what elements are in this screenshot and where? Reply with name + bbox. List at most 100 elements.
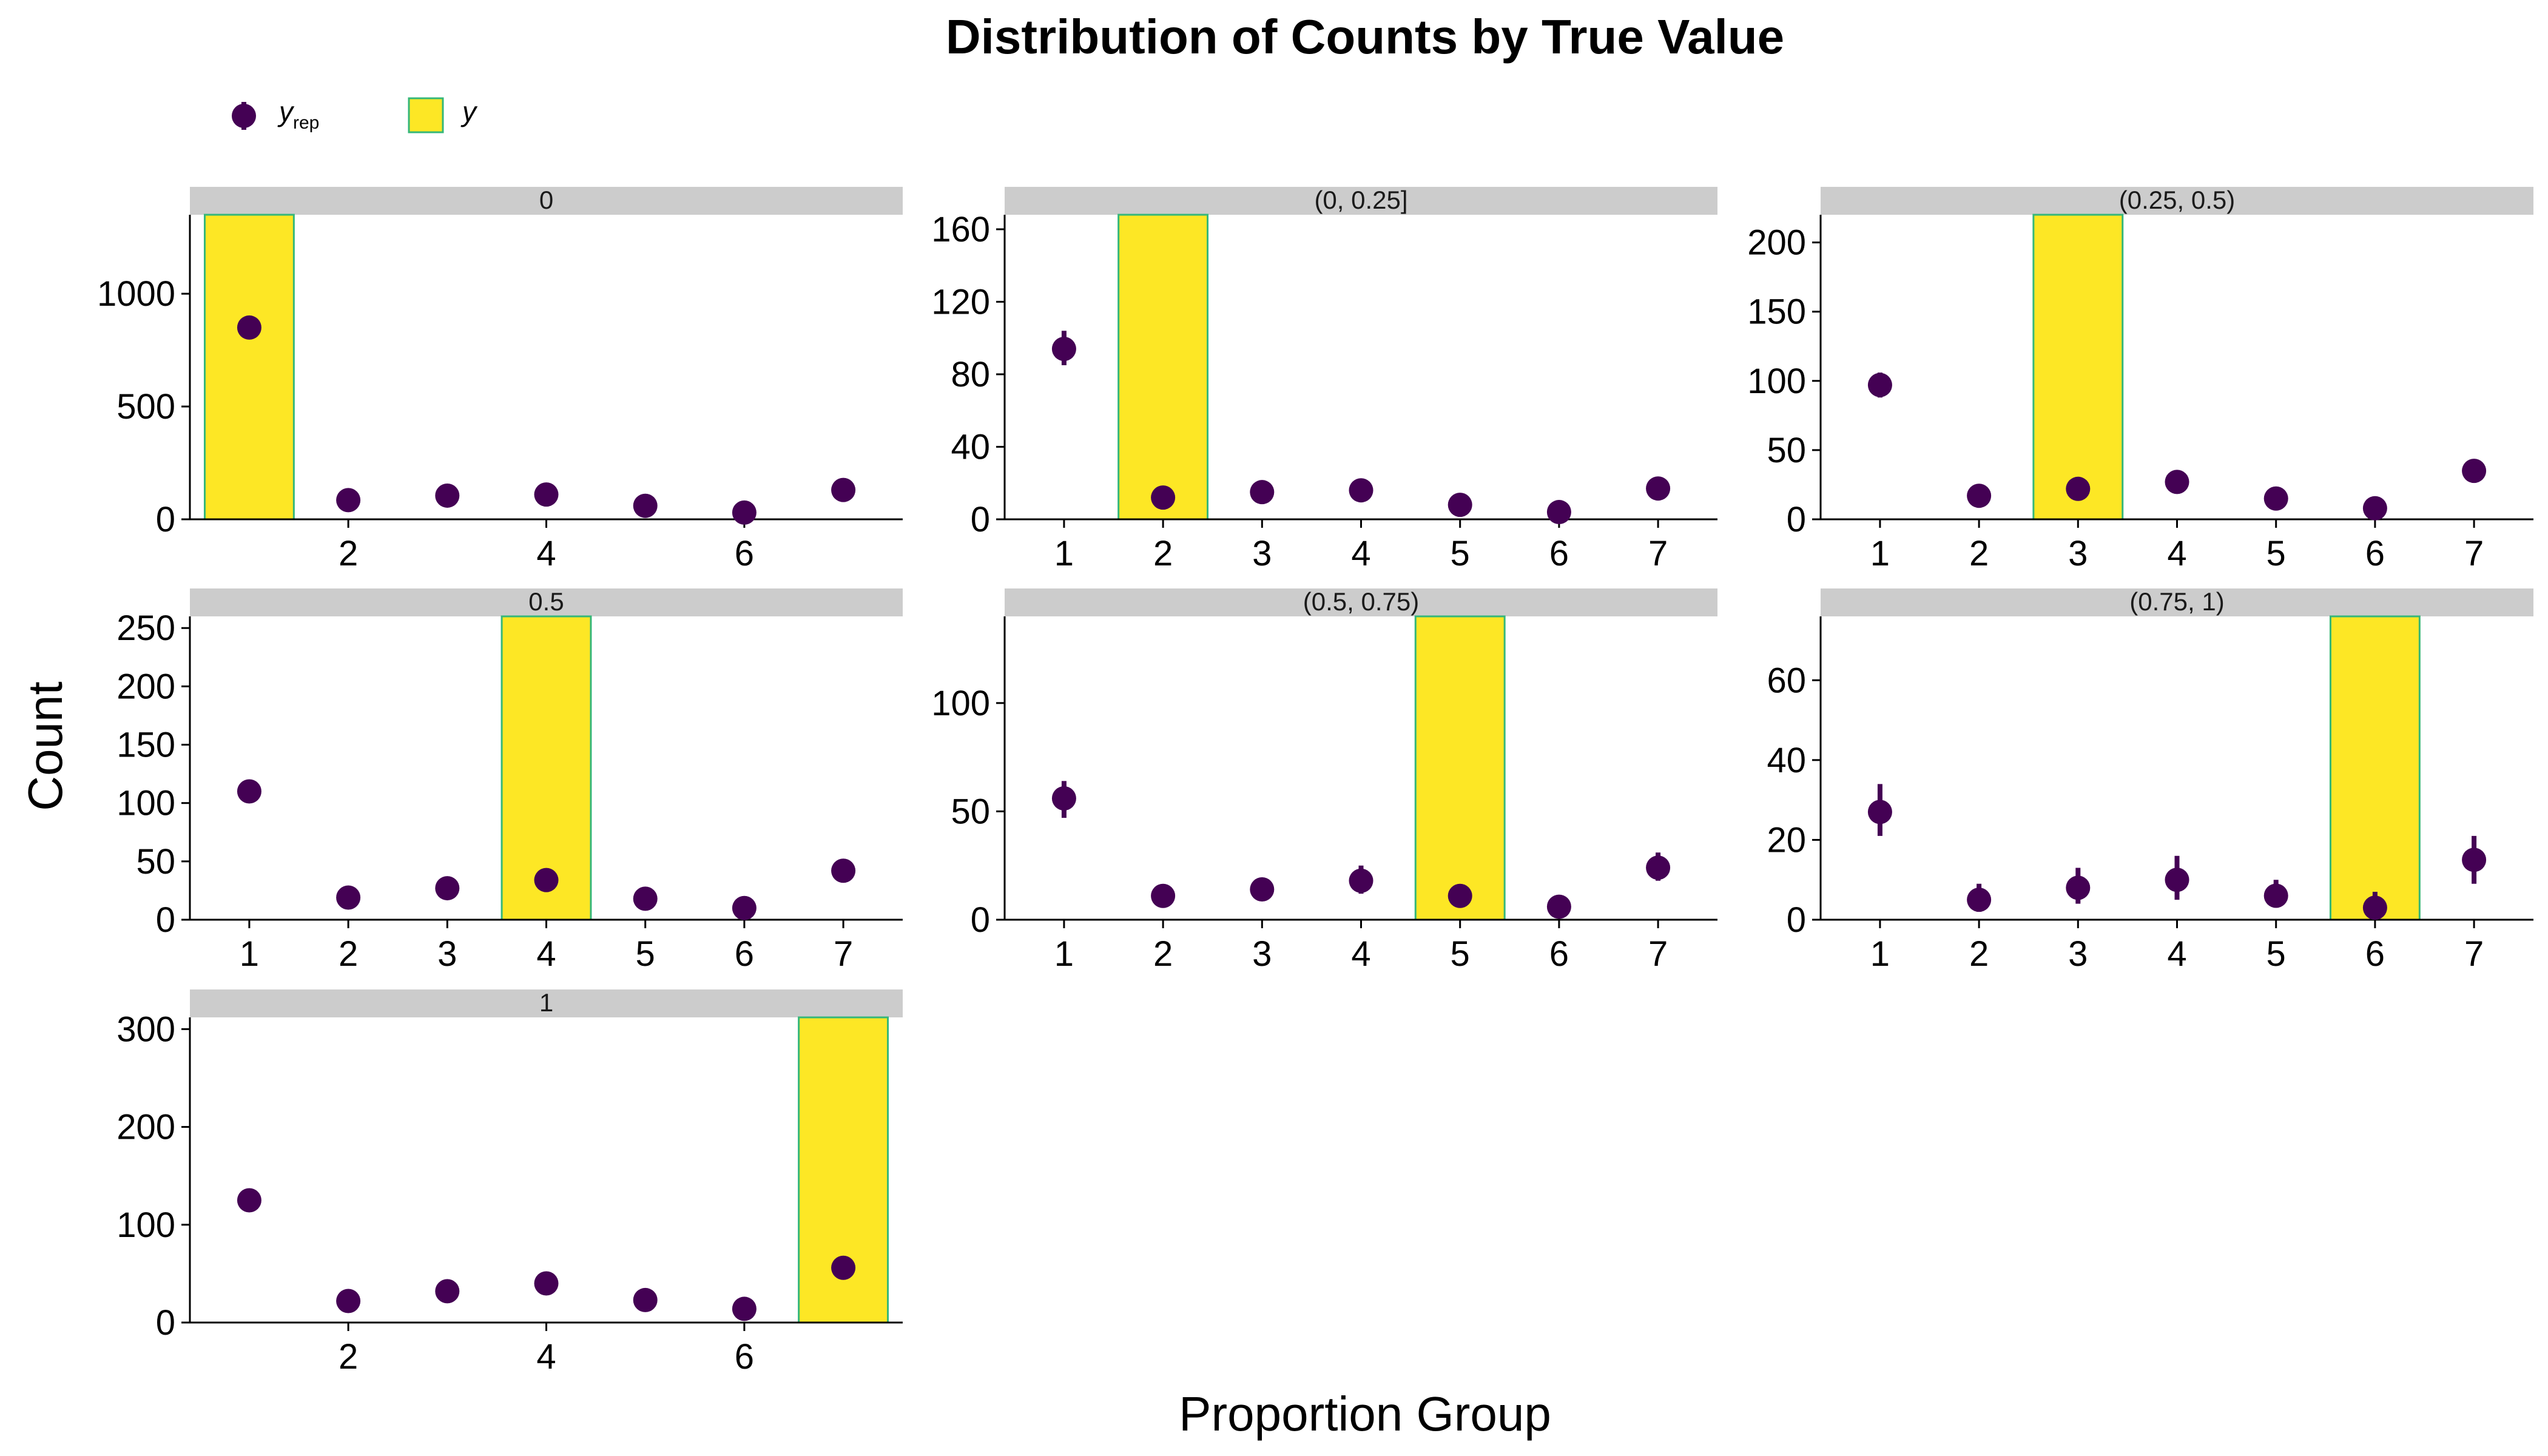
y-tick-label: 200 (116, 667, 175, 706)
y-tick-label: 200 (116, 1108, 175, 1147)
yrep-point (831, 858, 856, 883)
facet-strip-label: (0.5, 0.75) (1303, 587, 1419, 616)
facet-strip-label: 0.5 (528, 587, 564, 616)
y-tick-label: 120 (931, 282, 990, 322)
facet-strip-label: 0 (539, 186, 553, 214)
y-tick-label: 80 (951, 355, 990, 394)
yrep-point (732, 1296, 757, 1321)
x-tick-label: 7 (2464, 534, 2484, 573)
x-tick-label: 7 (834, 934, 853, 974)
x-tick-label: 6 (1549, 534, 1569, 573)
y-tick-label: 60 (1767, 661, 1806, 700)
yrep-point (2462, 459, 2487, 484)
x-tick-label: 2 (339, 934, 358, 974)
x-tick-label: 2 (339, 1337, 358, 1377)
y-tick-label: 100 (116, 784, 175, 823)
observed-bar (2032, 214, 2124, 521)
legend-y-label: y (460, 96, 478, 127)
yrep-point (2362, 895, 2387, 920)
x-tick-label: 5 (1451, 934, 1470, 974)
yrep-point (732, 895, 757, 920)
yrep-point (237, 779, 261, 804)
yrep-point (2165, 470, 2189, 494)
y-tick-label: 500 (116, 387, 175, 426)
yrep-point (633, 493, 658, 518)
x-tick-label: 3 (1252, 934, 1272, 974)
facet-strip (190, 588, 903, 616)
yrep-point (336, 1289, 361, 1313)
yrep-point (1967, 888, 1992, 912)
y-tick-label: 0 (156, 1303, 175, 1343)
facet-strip (1005, 588, 1717, 616)
panel-1: 0 0 500 1000 2 4 6 (97, 186, 903, 573)
yrep-point (2263, 486, 2288, 511)
yrep-point (534, 868, 559, 892)
x-tick-label: 3 (437, 934, 457, 974)
y-tick-label: 50 (951, 792, 990, 831)
x-tick-label: 1 (1054, 534, 1074, 573)
x-tick-label: 6 (735, 534, 754, 573)
yrep-point (633, 1287, 658, 1312)
y-tick-label: 100 (1747, 362, 1806, 401)
yrep-point (1151, 883, 1176, 908)
legend-yrep-label: yrep (277, 96, 319, 133)
yrep-point (1051, 786, 1076, 811)
y-tick-label: 0 (971, 500, 990, 539)
yrep-point (1967, 484, 1992, 508)
panel-2: (0, 0.25] 0 40 80 120 160 1 2 3 4 5 6 7 (931, 186, 1717, 573)
yrep-point (732, 500, 757, 525)
x-tick-label: 3 (2068, 934, 2088, 974)
y-tick-label: 0 (1787, 500, 1806, 539)
x-tick-label: 4 (1351, 534, 1370, 573)
yrep-point (1546, 894, 1571, 919)
yrep-point (1349, 868, 1373, 893)
y-tick-label: 20 (1767, 820, 1806, 860)
x-tick-label: 4 (1351, 934, 1370, 974)
facet-strip (190, 187, 903, 215)
x-tick-label: 2 (339, 534, 358, 573)
x-tick-label: 6 (2365, 534, 2385, 573)
yrep-point (435, 483, 460, 508)
y-tick-label: 300 (116, 1009, 175, 1049)
yrep-point (1051, 337, 1076, 362)
facet-strip (1821, 588, 2533, 616)
x-axis-title: Proportion Group (1179, 1387, 1551, 1441)
yrep-point (237, 315, 261, 340)
observed-bar (2329, 615, 2421, 921)
x-tick-label: 2 (1153, 934, 1173, 974)
y-tick-label: 50 (1767, 431, 1806, 470)
yrep-point (1867, 800, 1892, 824)
legend-item-y: y (408, 96, 478, 133)
yrep-point (336, 885, 361, 910)
y-tick-label: 250 (116, 608, 175, 648)
yrep-point (2066, 875, 2091, 900)
yrep-point (1250, 877, 1275, 902)
legend: yrep y (232, 96, 478, 133)
yrep-point (2066, 476, 2091, 501)
y-tick-label: 40 (951, 427, 990, 467)
observed-bar (1117, 214, 1209, 521)
y-tick-label: 1000 (97, 274, 175, 314)
x-tick-label: 1 (240, 934, 259, 974)
y-tick-label: 0 (971, 900, 990, 940)
x-tick-label: 6 (735, 1337, 754, 1377)
y-tick-label: 150 (1747, 292, 1806, 332)
y-tick-label: 160 (931, 210, 990, 249)
yrep-point (1349, 478, 1373, 503)
x-tick-label: 2 (1153, 534, 1173, 573)
x-tick-label: 4 (536, 934, 556, 974)
yrep-point (1448, 493, 1472, 517)
facet-strip (190, 989, 903, 1017)
y-tick-label: 0 (156, 900, 175, 940)
yrep-point (336, 488, 361, 513)
x-tick-label: 1 (1870, 934, 1890, 974)
yrep-point (1250, 480, 1275, 505)
y-tick-label: 0 (156, 500, 175, 539)
x-tick-label: 4 (536, 534, 556, 573)
x-tick-label: 6 (1549, 934, 1569, 974)
y-tick-label: 100 (116, 1205, 175, 1245)
yrep-point (1646, 855, 1671, 880)
yrep-point (2165, 868, 2189, 892)
